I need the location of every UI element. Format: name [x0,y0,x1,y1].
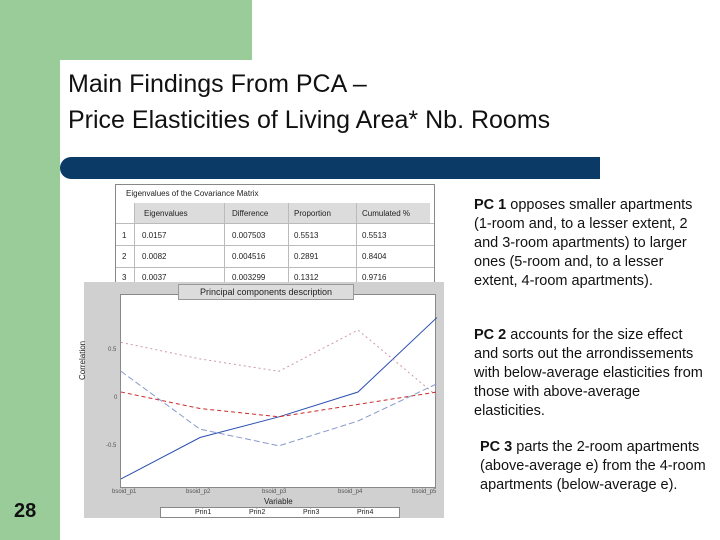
slide-title-line2: Price Elasticities of Living Area* Nb. R… [68,106,551,134]
series-line-prin3 [120,329,438,397]
table-cell: 1 [122,231,127,240]
table-cell: 3 [122,273,127,282]
x-tick-label: bsoid_p1 [112,489,137,495]
slide-title-line1: Main Findings From PCA – [68,70,367,98]
pc1-text: opposes smaller apartments (1-room and, … [474,197,693,289]
pc2-lead: PC 2 [474,327,507,343]
table-cell: 0.003299 [232,273,266,282]
table-cell: 0.5513 [362,231,387,240]
pc-line-chart [120,317,438,480]
series-line-prin2 [120,391,438,418]
table-cell: 0.007503 [232,231,266,240]
table-cell: 0.8404 [362,252,387,261]
table-cell: 0.5513 [294,231,319,240]
table-cell: 2 [122,252,127,261]
y-axis-label: Correlation [78,340,87,380]
table-cell: 0.0037 [142,273,167,282]
table-rule [116,245,434,246]
table-cell: 0.0082 [142,252,167,261]
table-rule [288,203,289,291]
x-tick-label: bsoid_p4 [338,489,363,495]
eigenvalue-table: Eigenvalues of the Covariance Matrix Eig… [115,184,435,291]
legend-item: Prin3 [303,509,320,516]
y-tick-label: 0 [114,395,118,401]
table-rule [116,223,434,224]
table-rule [224,203,225,291]
table-cell: 0.2891 [294,252,319,261]
x-tick-label: bsoid_p5 [412,489,437,495]
eigen-col-header: Eigenvalues [144,209,188,218]
table-rule [116,267,434,268]
y-tick-label: -0.5 [106,443,117,449]
y-tick-label: 0.5 [108,347,117,353]
table-rule [356,203,357,291]
pc3-lead: PC 3 [480,439,513,455]
series-line-prin4 [120,370,438,447]
series-line-prin1 [120,317,438,480]
plot-area [120,294,438,488]
chart-legend: Prin1 Prin2 Prin3 Prin4 [160,507,400,518]
x-axis-label: Variable [264,497,293,506]
table-cell: 0.9716 [362,273,387,282]
table-cell: 0.1312 [294,273,319,282]
legend-item: Prin1 [195,509,212,516]
slide-title: Main Findings From PCA – Price Elasticit… [68,66,550,138]
legend-item: Prin4 [357,509,374,516]
legend-item: Prin2 [249,509,266,516]
pc1-lead: PC 1 [474,197,507,213]
decor-green-left [0,160,60,540]
title-underline-bar [60,157,600,179]
table-cell: 0.004516 [232,252,266,261]
pc3-paragraph: PC 3 parts the 2-room apartments (above-… [480,438,710,495]
pc2-text: accounts for the size effect and sorts o… [474,327,703,419]
pc1-paragraph: PC 1 opposes smaller apartments (1-room … [474,196,710,291]
table-cell: 0.0157 [142,231,167,240]
pc2-paragraph: PC 2 accounts for the size effect and so… [474,326,710,421]
x-tick-label: bsoid_p2 [186,489,211,495]
pc3-text: parts the 2-room apartments (above-avera… [480,439,706,493]
eigen-col-header: Difference [232,209,269,218]
x-tick-label: bsoid_p3 [262,489,287,495]
eigen-col-header: Proportion [294,209,331,218]
eigen-table-caption: Eigenvalues of the Covariance Matrix [126,189,259,198]
slide-number: 28 [14,500,37,522]
table-rule [134,203,135,291]
eigen-col-header: Cumulated % [362,209,411,218]
plot-caption: Principal components description [178,284,354,300]
